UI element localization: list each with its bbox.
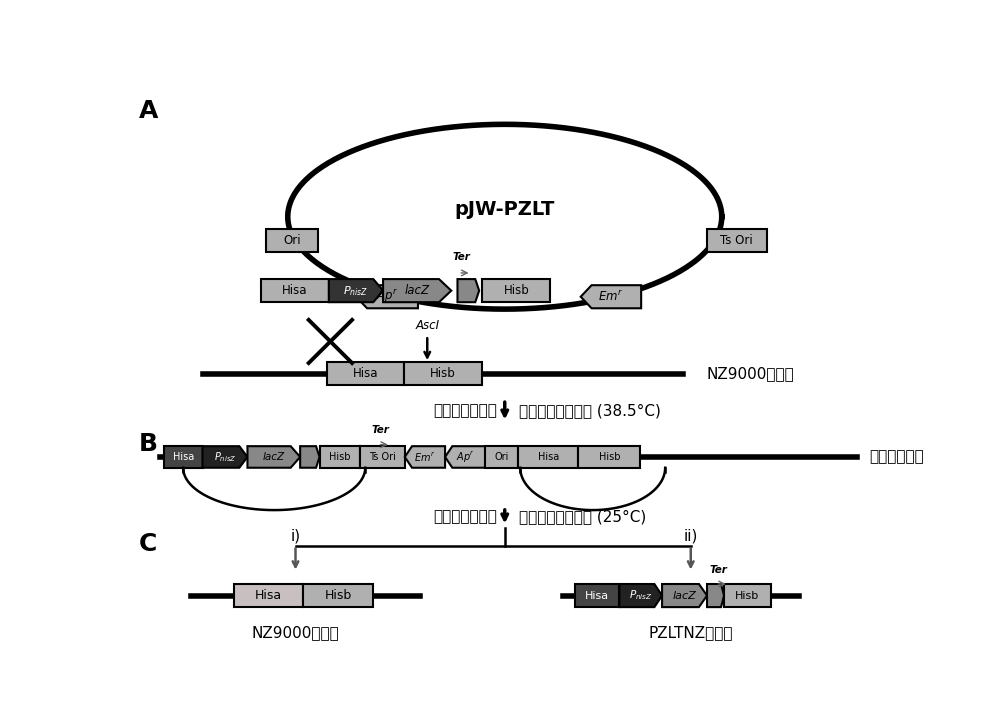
Polygon shape xyxy=(445,446,485,468)
Bar xyxy=(574,584,619,607)
Text: Hisa: Hisa xyxy=(173,452,194,462)
Polygon shape xyxy=(383,279,451,302)
Text: Hisa: Hisa xyxy=(352,368,378,380)
Text: lacZ: lacZ xyxy=(673,590,696,601)
Bar xyxy=(578,446,640,468)
Text: ii): ii) xyxy=(684,529,698,544)
Text: $P_{nisZ}$: $P_{nisZ}$ xyxy=(629,589,653,603)
Text: $P_{nisZ}$: $P_{nisZ}$ xyxy=(214,450,236,464)
Bar xyxy=(261,279,329,302)
Polygon shape xyxy=(707,584,724,607)
Text: NZ9000基因组: NZ9000基因组 xyxy=(252,625,339,640)
Polygon shape xyxy=(619,584,662,607)
Bar xyxy=(320,446,360,468)
Polygon shape xyxy=(457,279,479,302)
Bar xyxy=(164,446,202,468)
Text: Ter: Ter xyxy=(372,425,390,435)
Text: Hisb: Hisb xyxy=(504,284,529,297)
Text: 整合子基因组: 整合子基因组 xyxy=(869,449,924,464)
Text: Hisb: Hisb xyxy=(735,590,759,601)
Polygon shape xyxy=(356,285,418,308)
Bar xyxy=(266,229,318,252)
Text: lacZ: lacZ xyxy=(263,452,285,462)
Text: Ori: Ori xyxy=(283,234,301,247)
Text: $Ap^r$: $Ap^r$ xyxy=(376,288,398,306)
Polygon shape xyxy=(405,446,445,468)
Bar xyxy=(326,363,404,385)
Text: 含红霉素培养基: 含红霉素培养基 xyxy=(433,403,497,419)
Text: $Em^r$: $Em^r$ xyxy=(598,290,624,304)
Text: pJW-PZLT: pJW-PZLT xyxy=(455,199,555,218)
Bar xyxy=(234,584,303,607)
Text: Hisa: Hisa xyxy=(585,590,609,601)
Text: B: B xyxy=(139,432,158,456)
Polygon shape xyxy=(329,279,383,302)
Text: Ts Ori: Ts Ori xyxy=(720,234,753,247)
Text: NZ9000基因组: NZ9000基因组 xyxy=(706,366,794,381)
Polygon shape xyxy=(662,584,707,607)
Text: Ter: Ter xyxy=(710,565,728,575)
Text: $Ap^r$: $Ap^r$ xyxy=(456,449,475,464)
Text: Hisa: Hisa xyxy=(255,589,282,602)
Bar xyxy=(482,279,550,302)
Text: i): i) xyxy=(290,529,301,544)
Polygon shape xyxy=(300,446,320,468)
Text: Hisb: Hisb xyxy=(329,452,350,462)
Bar xyxy=(724,584,771,607)
Bar xyxy=(360,446,405,468)
Bar xyxy=(518,446,578,468)
Text: Ts Ori: Ts Ori xyxy=(369,452,396,462)
Text: Hisa: Hisa xyxy=(538,452,559,462)
Text: Hisb: Hisb xyxy=(599,452,620,462)
Text: 无抗生素培养基: 无抗生素培养基 xyxy=(433,509,497,523)
Text: C: C xyxy=(139,532,157,556)
Text: $P_{nisZ}$: $P_{nisZ}$ xyxy=(343,284,369,298)
Text: Ter: Ter xyxy=(452,252,470,262)
Text: 低温诱导质粒切离 (25°C): 低温诱导质粒切离 (25°C) xyxy=(519,509,646,523)
Text: PZLTNZ基因组: PZLTNZ基因组 xyxy=(648,625,733,640)
Text: Hisb: Hisb xyxy=(324,589,352,602)
Text: $Em^r$: $Em^r$ xyxy=(414,451,436,464)
Text: 高温诱导质粒整合 (38.5°C): 高温诱导质粒整合 (38.5°C) xyxy=(519,403,661,419)
Polygon shape xyxy=(247,446,300,468)
Text: lacZ: lacZ xyxy=(405,284,430,297)
Text: AscI: AscI xyxy=(415,319,439,332)
Bar xyxy=(303,584,373,607)
Bar xyxy=(707,229,767,252)
Text: A: A xyxy=(139,99,158,123)
Polygon shape xyxy=(202,446,247,468)
Bar xyxy=(404,363,482,385)
Text: Hisb: Hisb xyxy=(430,368,456,380)
Text: Ori: Ori xyxy=(494,452,509,462)
Text: Hisa: Hisa xyxy=(282,284,307,297)
Bar xyxy=(485,446,518,468)
Polygon shape xyxy=(581,285,641,308)
